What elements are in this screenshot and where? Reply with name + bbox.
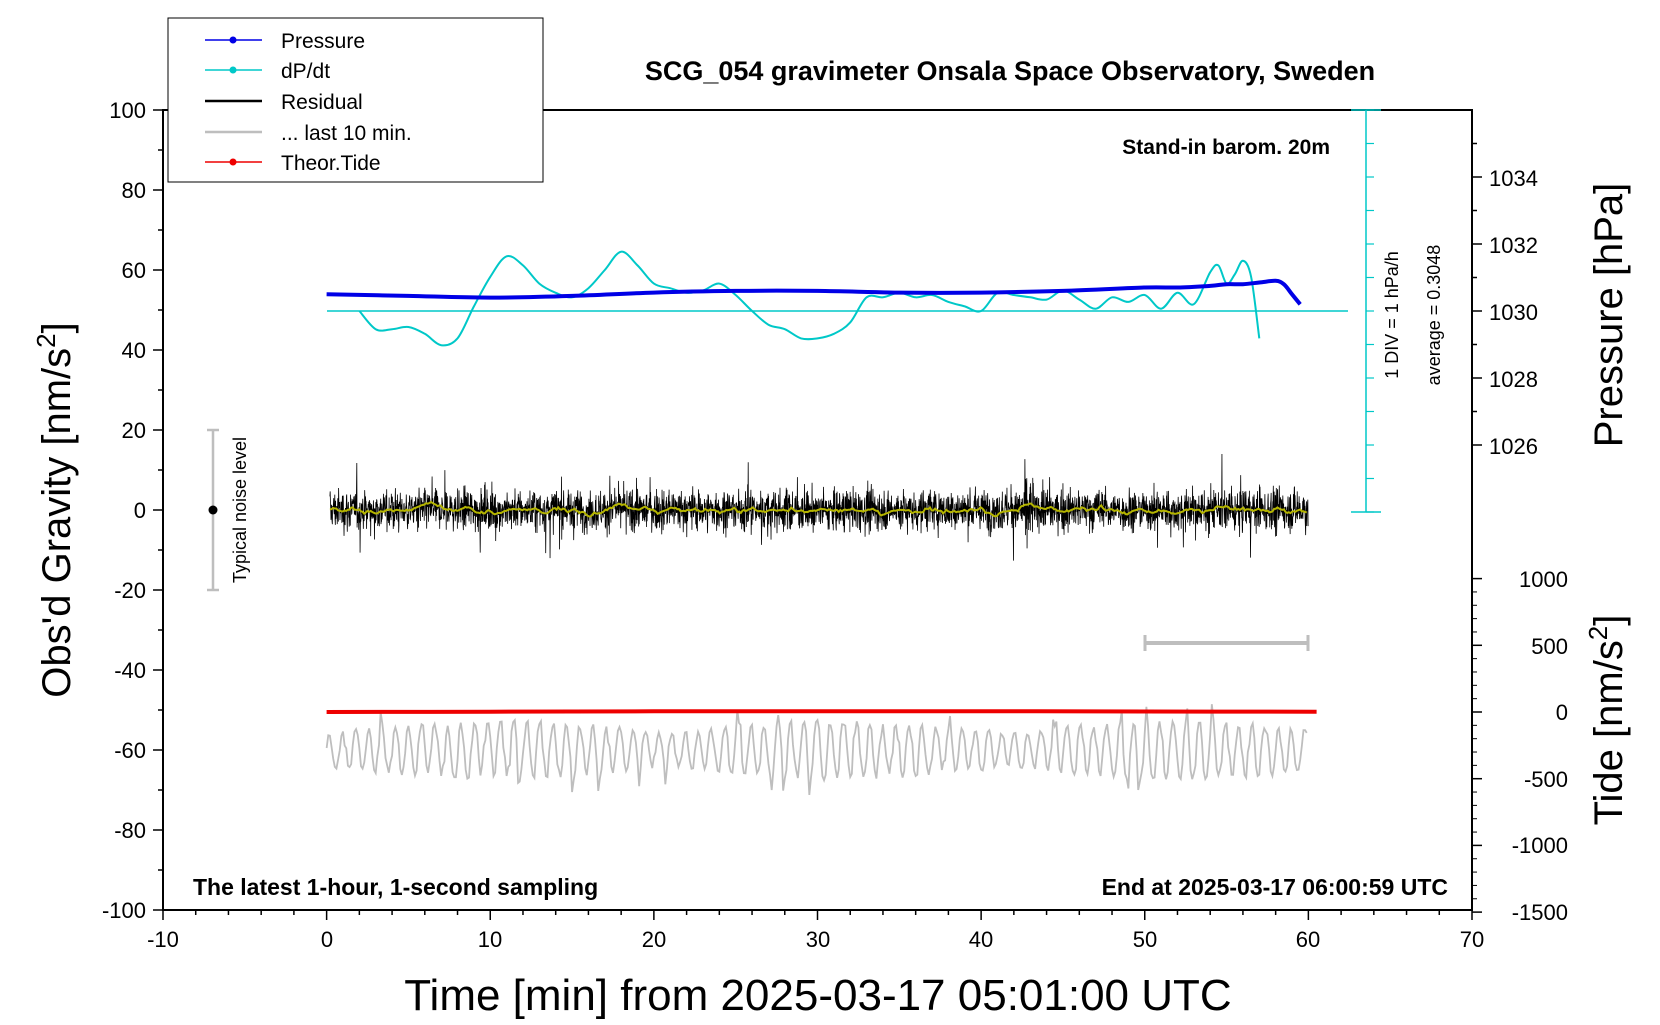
y-tick-label: 40 bbox=[122, 338, 146, 363]
dpdt-div-axis bbox=[1351, 109, 1381, 513]
tide-tick-label: 1000 bbox=[1519, 567, 1568, 592]
dpdt-line bbox=[358, 250, 1261, 347]
barometer-note: Stand-in barom. 20m bbox=[1122, 136, 1330, 159]
y-tick-label: -100 bbox=[102, 898, 146, 923]
legend-item-residual: Residual bbox=[205, 91, 363, 114]
pressure-tick-label: 1032 bbox=[1489, 233, 1538, 258]
y-right-pressure-title: Pressure [hPa] bbox=[1587, 183, 1631, 448]
chart-title: SCG_054 gravimeter Onsala Space Observat… bbox=[645, 56, 1375, 86]
axis-ticks bbox=[153, 109, 1482, 920]
div-label: 1 DIV = 1 hPa/h bbox=[1382, 251, 1402, 379]
x-tick-label: 0 bbox=[321, 927, 333, 952]
y-tick-label: 20 bbox=[122, 418, 146, 443]
pressure-line bbox=[326, 278, 1302, 306]
tide-tick-label: -1000 bbox=[1512, 833, 1568, 858]
end-time-note: End at 2025-03-17 06:00:59 UTC bbox=[1102, 874, 1448, 900]
last-10-min-line bbox=[325, 704, 1308, 796]
legend-item-pressure: Pressure bbox=[205, 30, 365, 53]
pressure-tick-labels: 1034 1032 1030 1028 1026 bbox=[1489, 166, 1538, 459]
y-tick-label: 80 bbox=[122, 178, 146, 203]
residual-smoothed-line bbox=[329, 500, 1308, 518]
x-tick-label: 70 bbox=[1460, 927, 1484, 952]
x-tick-label: 60 bbox=[1296, 927, 1320, 952]
tide-tick-label: -1500 bbox=[1512, 900, 1568, 925]
last-10-min-series bbox=[325, 704, 1308, 796]
x-tick-label: 10 bbox=[478, 927, 502, 952]
last-10-min-bracket bbox=[1143, 635, 1310, 651]
y-tick-label: -20 bbox=[114, 578, 146, 603]
legend-label: Residual bbox=[281, 91, 363, 114]
residual-series bbox=[329, 454, 1309, 561]
theoretical-tide-series bbox=[326, 709, 1317, 714]
average-label: average = 0.3048 bbox=[1424, 245, 1444, 386]
noise-level-indicator bbox=[207, 428, 219, 592]
y-tick-label: 0 bbox=[134, 498, 146, 523]
y-tick-label: -60 bbox=[114, 738, 146, 763]
pressure-tick-label: 1030 bbox=[1489, 300, 1538, 325]
legend-item-last10: ... last 10 min. bbox=[205, 122, 412, 145]
tide-tick-label: 500 bbox=[1531, 634, 1568, 659]
legend-label: Pressure bbox=[281, 30, 365, 53]
noise-level-marker bbox=[208, 505, 218, 515]
y-tick-label: 100 bbox=[109, 98, 146, 123]
legend: Pressure dP/dt Residual ... last 10 min.… bbox=[167, 17, 544, 183]
y-tick-label: 60 bbox=[122, 258, 146, 283]
tide-tick-labels: 1000 500 0 -500 -1000 -1500 bbox=[1512, 567, 1568, 925]
x-tick-label: 30 bbox=[806, 927, 830, 952]
tide-tick-label: 0 bbox=[1556, 700, 1568, 725]
legend-label: Theor.Tide bbox=[281, 152, 381, 175]
noise-level-label: Typical noise level bbox=[230, 437, 250, 583]
x-tick-label: 20 bbox=[642, 927, 666, 952]
pressure-tick-label: 1026 bbox=[1489, 434, 1538, 459]
tide-tick-label: -500 bbox=[1524, 767, 1568, 792]
pressure-tick-label: 1028 bbox=[1489, 367, 1538, 392]
y-tick-label: -80 bbox=[114, 818, 146, 843]
y-right-tide-title: Tide [nm/s2] bbox=[1583, 615, 1631, 826]
y-left-tick-labels: 100 80 60 40 20 0 -20 -40 -60 -80 -100 bbox=[102, 98, 146, 923]
pressure-tick-label: 1034 bbox=[1489, 166, 1538, 191]
pressure-series bbox=[326, 278, 1302, 306]
residual-line bbox=[329, 454, 1309, 561]
y-left-axis-title: Obs'd Gravity [nm/s2] bbox=[31, 322, 79, 698]
legend-item-dpdt: dP/dt bbox=[205, 60, 330, 83]
x-tick-label: 50 bbox=[1133, 927, 1157, 952]
legend-item-tide: Theor.Tide bbox=[205, 152, 381, 175]
legend-label: ... last 10 min. bbox=[281, 122, 412, 145]
x-axis-title: Time [min] from 2025-03-17 05:01:00 UTC bbox=[404, 971, 1231, 1020]
legend-label: dP/dt bbox=[281, 60, 330, 83]
x-tick-label: 40 bbox=[969, 927, 993, 952]
dpdt-series bbox=[358, 250, 1261, 347]
tide-line bbox=[326, 709, 1317, 714]
y-tick-label: -40 bbox=[114, 658, 146, 683]
x-tick-labels: -10 0 10 20 30 40 50 60 70 bbox=[147, 927, 1484, 952]
sampling-note: The latest 1-hour, 1-second sampling bbox=[193, 874, 598, 900]
x-tick-label: -10 bbox=[147, 927, 179, 952]
